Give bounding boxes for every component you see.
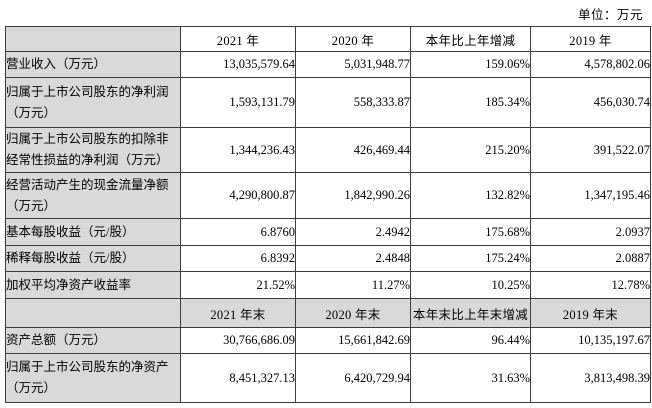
header-year-end-2019: 2019 年末: [530, 298, 651, 328]
row-label: 营业收入（万元）: [5, 51, 181, 78]
value-cell: 175.24%: [410, 245, 531, 272]
value-cell: 2.4942: [295, 218, 411, 246]
value-cell: 21.52%: [180, 271, 296, 299]
header-year-2021: 2021 年: [180, 26, 296, 52]
value-cell: 13,035,579.64: [180, 51, 296, 78]
table-row-net-profit: 归属于上市公司股东的净利润（万元） 1,593,131.79 558,333.8…: [5, 77, 651, 128]
value-cell: 2.0887: [530, 245, 651, 272]
value-cell: 2.4848: [295, 245, 411, 272]
header-empty-cell: [5, 298, 181, 328]
table-row-basic-eps: 基本每股收益（元/股） 6.8760 2.4942 175.68% 2.0937: [5, 218, 651, 246]
value-cell: 12.78%: [530, 271, 651, 299]
value-cell: 5,031,948.77: [295, 51, 411, 78]
value-cell: 4,578,802.06: [530, 51, 651, 78]
table-row-total-assets: 资产总额（万元） 30,766,686.09 15,661,842.69 96.…: [5, 327, 651, 354]
value-cell: 558,333.87: [295, 77, 411, 128]
row-label: 加权平均净资产收益率: [5, 271, 181, 299]
value-cell: 31.63%: [410, 353, 531, 403]
value-cell: 8,451,327.13: [180, 353, 296, 403]
row-label: 归属于上市公司股东的扣除非经常性损益的净利润（万元）: [5, 127, 181, 173]
table-row-revenue: 营业收入（万元） 13,035,579.64 5,031,948.77 159.…: [5, 51, 651, 78]
header-year-2020: 2020 年: [295, 26, 411, 52]
value-cell: 175.68%: [410, 218, 531, 246]
header-year-2019: 2019 年: [530, 26, 651, 52]
header-row-annual: 2021 年 2020 年 本年比上年增减 2019 年: [5, 26, 651, 52]
row-label: 经营活动产生的现金流量净额（万元）: [5, 172, 181, 219]
table-row-net-assets: 归属于上市公司股东的净资产（万元） 8,451,327.13 6,420,729…: [5, 353, 651, 403]
row-label: 稀释每股收益（元/股）: [5, 245, 181, 272]
table-row-operating-cash-flow: 经营活动产生的现金流量净额（万元） 4,290,800.87 1,842,990…: [5, 172, 651, 219]
value-cell: 391,522.07: [530, 127, 651, 173]
value-cell: 96.44%: [410, 327, 531, 354]
value-cell: 6.8760: [180, 218, 296, 246]
value-cell: 456,030.74: [530, 77, 651, 128]
value-cell: 2.0937: [530, 218, 651, 246]
header-row-year-end: 2021 年末 2020 年末 本年末比上年末增减 2019 年末: [5, 298, 651, 328]
row-label: 归属于上市公司股东的净利润（万元）: [5, 77, 181, 128]
table-row-weighted-avg-roe: 加权平均净资产收益率 21.52% 11.27% 10.25% 12.78%: [5, 271, 651, 299]
value-cell: 30,766,686.09: [180, 327, 296, 354]
header-year-end-2020: 2020 年末: [295, 298, 411, 328]
row-label: 资产总额（万元）: [5, 327, 181, 354]
table-row-net-profit-excl-nonrecurring: 归属于上市公司股东的扣除非经常性损益的净利润（万元） 1,344,236.43 …: [5, 127, 651, 173]
value-cell: 3,813,498.39: [530, 353, 651, 403]
unit-label: 单位：万元: [577, 8, 643, 22]
value-cell: 1,347,195.46: [530, 172, 651, 219]
value-cell: 1,593,131.79: [180, 77, 296, 128]
value-cell: 11.27%: [295, 271, 411, 299]
value-cell: 159.06%: [410, 51, 531, 78]
header-yoy-change: 本年比上年增减: [410, 26, 531, 52]
header-empty-cell: [5, 26, 181, 52]
header-year-end-2021: 2021 年末: [180, 298, 296, 328]
value-cell: 215.20%: [410, 127, 531, 173]
value-cell: 6,420,729.94: [295, 353, 411, 403]
table-row-diluted-eps: 稀释每股收益（元/股） 6.8392 2.4848 175.24% 2.0887: [5, 245, 651, 272]
value-cell: 6.8392: [180, 245, 296, 272]
value-cell: 132.82%: [410, 172, 531, 219]
financial-summary-table: 2021 年 2020 年 本年比上年增减 2019 年 营业收入（万元） 13…: [5, 26, 651, 403]
row-label: 基本每股收益（元/股）: [5, 218, 181, 246]
header-year-end-change: 本年末比上年末增减: [410, 298, 531, 328]
value-cell: 185.34%: [410, 77, 531, 128]
row-label: 归属于上市公司股东的净资产（万元）: [5, 353, 181, 403]
value-cell: 10.25%: [410, 271, 531, 299]
value-cell: 15,661,842.69: [295, 327, 411, 354]
value-cell: 426,469.44: [295, 127, 411, 173]
value-cell: 10,135,197.67: [530, 327, 651, 354]
value-cell: 1,842,990.26: [295, 172, 411, 219]
value-cell: 4,290,800.87: [180, 172, 296, 219]
value-cell: 1,344,236.43: [180, 127, 296, 173]
